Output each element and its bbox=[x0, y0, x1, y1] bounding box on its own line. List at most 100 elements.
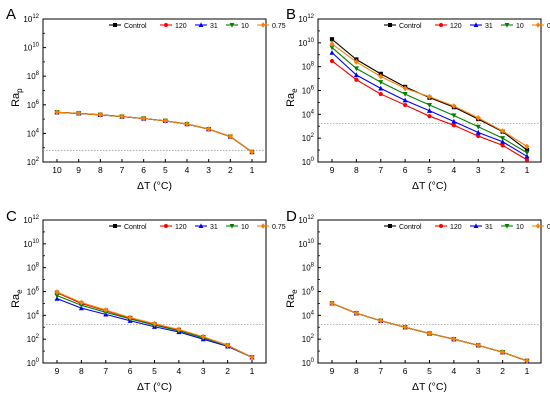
data-point bbox=[378, 317, 384, 324]
data-point bbox=[176, 326, 182, 333]
data-point bbox=[54, 109, 60, 116]
x-tick-label: 6 bbox=[141, 165, 146, 175]
data-point bbox=[329, 37, 335, 42]
data-point bbox=[354, 77, 359, 82]
y-tick-label: 100 bbox=[302, 157, 315, 167]
data-point bbox=[353, 310, 359, 317]
x-tick-label: 5 bbox=[163, 165, 168, 175]
data-point bbox=[119, 113, 125, 120]
x-axis-label: ΔT (°C) bbox=[412, 381, 447, 393]
data-point bbox=[152, 320, 157, 327]
x-tick-label: 2 bbox=[225, 366, 230, 376]
panel-label: C bbox=[6, 208, 17, 225]
legend-swatch-marker bbox=[439, 224, 443, 228]
panel-c: 100 102 104 106 108 1010 1012 9 8 7 6 5 4 3 2 1 ΔT (°C) R… bbox=[6, 208, 286, 393]
legend-entry-label: 0.75 bbox=[272, 23, 286, 30]
series-line bbox=[56, 111, 253, 153]
legend-entry-label: 10 bbox=[516, 224, 524, 231]
x-tick-label: 1 bbox=[525, 165, 530, 175]
x-tick-label: 1 bbox=[250, 165, 255, 175]
data-point bbox=[54, 289, 60, 295]
legend: Control 120 31 10 0.75 bbox=[384, 22, 550, 30]
legend-swatch-marker bbox=[198, 223, 204, 228]
series-10 bbox=[54, 110, 255, 155]
legend: Control 120 31 10 0.75 bbox=[384, 223, 550, 231]
x-tick-label: 9 bbox=[330, 366, 335, 376]
data-point bbox=[249, 149, 255, 155]
data-point bbox=[378, 91, 383, 97]
x-tick-label: 1 bbox=[525, 366, 530, 376]
y-tick-label: 1010 bbox=[23, 239, 39, 249]
x-tick-label: 9 bbox=[76, 165, 81, 175]
x-tick-label: 2 bbox=[500, 165, 505, 175]
data-point bbox=[451, 118, 457, 124]
legend-swatch-marker bbox=[504, 23, 510, 28]
data-point bbox=[500, 139, 506, 144]
y-tick-label: 108 bbox=[27, 71, 40, 81]
data-point bbox=[227, 133, 233, 140]
data-point bbox=[353, 59, 359, 65]
x-tick-label: 7 bbox=[378, 366, 383, 376]
y-tick-label: 104 bbox=[302, 310, 315, 320]
legend-entry-label: 10 bbox=[241, 23, 249, 30]
data-point bbox=[427, 108, 432, 113]
legend-swatch-marker bbox=[388, 224, 392, 228]
series-0-75 bbox=[54, 289, 255, 361]
legend-swatch-marker bbox=[260, 22, 266, 28]
y-tick-label: 1010 bbox=[298, 38, 314, 48]
legend: Control 120 31 10 0.75 bbox=[109, 223, 286, 231]
series-120 bbox=[329, 58, 530, 163]
y-tick-label: 1012 bbox=[298, 14, 314, 24]
data-point bbox=[524, 157, 530, 163]
x-tick-label: 9 bbox=[330, 165, 335, 175]
x-tick-label: 1 bbox=[250, 366, 255, 376]
data-point bbox=[54, 295, 60, 301]
series-line bbox=[56, 111, 253, 153]
panel-b: 100 102 104 106 108 1010 1012 9 8 7 6 5 4 3 2 1 ΔT (°C) R… bbox=[285, 6, 550, 192]
data-point bbox=[206, 126, 212, 132]
y-tick-label: 100 bbox=[27, 358, 40, 368]
plot-frame bbox=[42, 18, 267, 163]
data-point bbox=[141, 115, 147, 122]
panel-d: 100 102 104 106 108 1010 1012 9 8 7 6 5 4 3 2 1 ΔT (°C) R… bbox=[285, 208, 550, 393]
data-point bbox=[329, 41, 335, 47]
legend-entry-label: 120 bbox=[175, 23, 187, 30]
x-axis-label: ΔT (°C) bbox=[137, 180, 172, 192]
y-tick-label: 1010 bbox=[23, 43, 39, 53]
data-point bbox=[524, 150, 530, 156]
data-point bbox=[476, 133, 481, 139]
data-point bbox=[427, 93, 432, 100]
x-tick-label: 3 bbox=[476, 366, 481, 376]
data-point bbox=[329, 300, 335, 307]
data-point bbox=[427, 114, 432, 119]
y-tick-label: 104 bbox=[27, 310, 40, 320]
data-point bbox=[427, 102, 432, 108]
legend-swatch-marker bbox=[535, 22, 541, 28]
panel-a: 102 104 106 108 1010 1012 10 9 8 7 6 5 4 3 2 1 ΔT (°C) Ra… bbox=[6, 6, 286, 192]
y-axis-label: Rae bbox=[285, 88, 299, 107]
legend-entry-label: 31 bbox=[485, 23, 493, 30]
x-tick-label: 5 bbox=[427, 165, 432, 175]
y-tick-label: 100 bbox=[302, 358, 315, 368]
x-tick-label: 6 bbox=[403, 366, 408, 376]
data-point bbox=[402, 91, 408, 97]
x-tick-label: 3 bbox=[476, 165, 481, 175]
x-tick-label: 2 bbox=[500, 366, 505, 376]
y-tick-label: 102 bbox=[27, 157, 40, 167]
y-tick-label: 1012 bbox=[23, 14, 39, 24]
legend-entry-label: Control bbox=[399, 23, 422, 30]
legend-entry-label: 10 bbox=[241, 224, 249, 231]
legend-entry-label: 0.75 bbox=[272, 224, 286, 231]
data-point bbox=[76, 110, 82, 117]
legend-swatch-marker bbox=[113, 23, 117, 27]
y-tick-label: 102 bbox=[302, 334, 315, 344]
x-tick-label: 7 bbox=[120, 165, 125, 175]
legend-entry-label: 31 bbox=[485, 224, 493, 231]
legend-entry-label: 120 bbox=[450, 224, 462, 231]
x-tick-label: 6 bbox=[128, 366, 133, 376]
data-point bbox=[225, 342, 231, 349]
x-tick-label: 4 bbox=[452, 165, 457, 175]
legend-swatch-marker bbox=[229, 23, 235, 28]
x-tick-label: 3 bbox=[201, 366, 206, 376]
data-point bbox=[378, 73, 384, 80]
